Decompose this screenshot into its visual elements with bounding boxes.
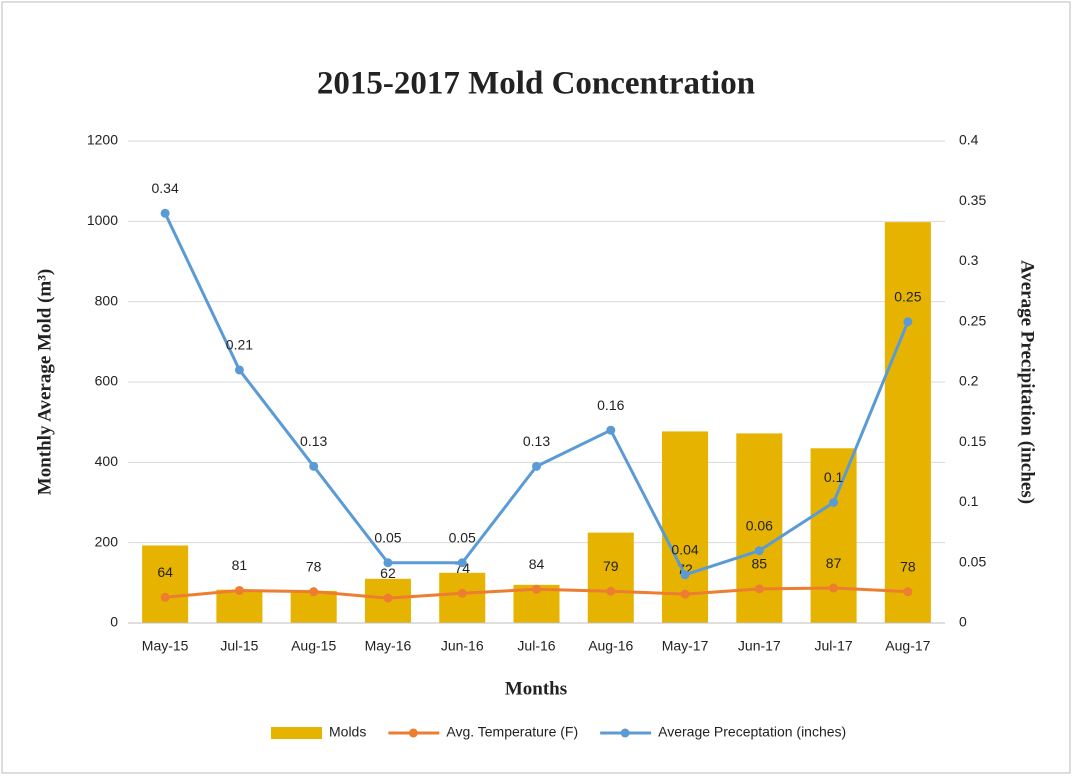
point — [160, 208, 170, 218]
y-tick-label: 600 — [95, 373, 119, 389]
x-tick-label: Jun-17 — [738, 638, 781, 654]
data-label: 0.13 — [300, 433, 327, 449]
point — [160, 592, 170, 602]
point — [457, 558, 467, 568]
y2-axis-title: Average Precipitation (inches) — [1017, 260, 1038, 504]
x-tick-label: May-17 — [662, 638, 709, 654]
y-tick-label: 200 — [95, 533, 119, 549]
point — [457, 588, 467, 598]
x-tick-label: Jul-16 — [517, 638, 555, 654]
point — [234, 585, 244, 595]
point — [754, 546, 764, 556]
point — [532, 461, 541, 471]
x-tick-label: Aug-16 — [588, 638, 633, 654]
bar — [439, 572, 486, 623]
data-label: 64 — [157, 564, 173, 580]
point — [680, 570, 690, 580]
point — [309, 587, 319, 597]
point — [680, 589, 690, 599]
y2-tick-label: 0 — [959, 614, 967, 630]
data-label: 78 — [900, 558, 916, 574]
x-tick-label: Jun-16 — [441, 638, 484, 654]
chart-title: 2015-2017 Mold Concentration — [317, 66, 755, 102]
y2-tick-label: 0.35 — [959, 192, 986, 208]
data-label: 79 — [603, 558, 619, 574]
y2-tick-label: 0.4 — [959, 132, 979, 148]
point — [829, 583, 839, 593]
data-label: 0.25 — [894, 288, 921, 304]
y2-tick-label: 0.05 — [959, 553, 986, 569]
data-label: 62 — [380, 565, 396, 581]
y-axis-title: Monthly Average Mold (m³) — [34, 269, 55, 495]
legend-swatch — [620, 728, 630, 738]
data-label: 0.05 — [449, 529, 476, 545]
bar — [587, 532, 634, 623]
point — [383, 593, 393, 603]
x-tick-label: May-16 — [365, 638, 412, 654]
y-tick-label: 400 — [95, 453, 119, 469]
data-label: 84 — [529, 556, 545, 572]
y2-tick-label: 0.3 — [959, 252, 979, 268]
bar — [810, 448, 857, 623]
point — [532, 584, 541, 594]
legend-label: Average Preceptation (inches) — [658, 724, 846, 740]
y-tick-label: 0 — [110, 614, 118, 630]
data-label: 0.16 — [597, 397, 624, 413]
legend-label: Molds — [329, 724, 366, 740]
point — [829, 498, 839, 507]
point — [309, 461, 319, 471]
y2-tick-label: 0.15 — [959, 433, 986, 449]
point — [606, 425, 616, 435]
bar — [884, 222, 931, 624]
y2-tick-label: 0.1 — [959, 493, 979, 509]
data-label: 87 — [826, 555, 842, 571]
x-tick-label: Aug-17 — [885, 638, 930, 654]
x-tick-label: Jul-15 — [220, 638, 258, 654]
legend-swatch — [271, 727, 322, 739]
point — [903, 317, 913, 327]
x-tick-label: May-15 — [142, 638, 189, 654]
data-label: 85 — [752, 556, 768, 572]
data-label: 0.34 — [152, 180, 179, 196]
data-label: 0.04 — [671, 542, 698, 558]
y-tick-label: 1200 — [87, 132, 118, 148]
bar — [290, 590, 337, 623]
point — [606, 586, 616, 596]
x-tick-label: Aug-15 — [291, 638, 336, 654]
data-label: 81 — [232, 557, 248, 573]
point — [383, 558, 393, 568]
point — [903, 587, 913, 597]
data-label: 0.13 — [523, 433, 550, 449]
x-axis-title: Months — [505, 678, 567, 699]
legend-swatch — [408, 728, 418, 738]
data-label: 0.06 — [746, 517, 773, 533]
y-tick-label: 1000 — [87, 212, 118, 228]
data-label: 0.1 — [824, 469, 844, 485]
data-label: 78 — [306, 558, 322, 574]
x-tick-label: Jul-17 — [815, 638, 853, 654]
y-tick-label: 800 — [95, 292, 119, 308]
point — [234, 365, 244, 375]
y2-tick-label: 0.25 — [959, 312, 986, 328]
bar — [216, 589, 263, 623]
data-label: 0.21 — [226, 337, 253, 353]
point — [754, 584, 764, 594]
legend-label: Avg. Temperature (F) — [446, 724, 578, 740]
bar — [142, 545, 189, 623]
data-label: 0.05 — [374, 529, 401, 545]
y2-tick-label: 0.2 — [959, 373, 979, 389]
